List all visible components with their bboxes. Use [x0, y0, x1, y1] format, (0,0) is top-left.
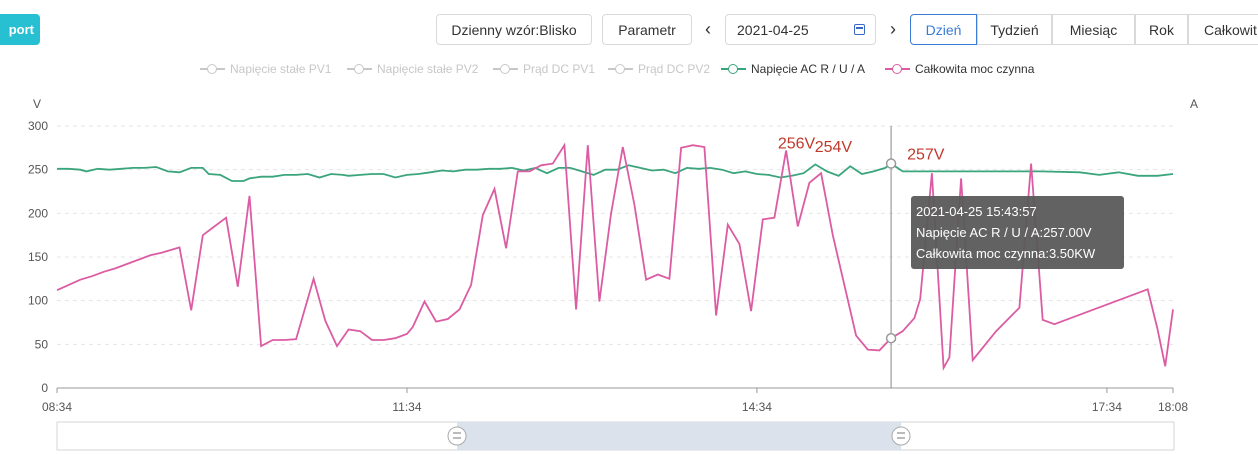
legend-label: Prąd DC PV1	[523, 62, 596, 76]
y-left-axis-label: V	[33, 97, 41, 111]
y-right-axis-label: A	[1190, 97, 1198, 111]
legend-item-pv1-voltage[interactable]: Napięcie stałe PV1	[200, 61, 331, 77]
x-tick-label: 11:34	[392, 400, 421, 414]
tab-month[interactable]: Miesiąc	[1052, 14, 1135, 45]
legend-item-pv2-voltage[interactable]: Napięcie stałe PV2	[347, 61, 478, 77]
legend-label: Napięcie stałe PV2	[377, 62, 479, 76]
hover-point	[885, 158, 897, 169]
legend-line-icon	[608, 62, 633, 76]
tab-total[interactable]: Całkowit	[1188, 14, 1258, 45]
tab-year[interactable]: Rok	[1135, 14, 1188, 45]
legend-label: Całkowita moc czynna	[915, 62, 1035, 76]
y-tick-label: 100	[28, 294, 48, 308]
legend-label: Prąd DC PV2	[638, 62, 711, 76]
tooltip-line1: Napięcie AC R / U / A:257.00V	[916, 225, 1092, 240]
legend-label: Napięcie stałe PV1	[230, 62, 332, 76]
legend-line-icon	[885, 62, 910, 76]
series-line-active-power[interactable]	[56, 142, 1174, 372]
y-tick-label: 300	[28, 119, 48, 133]
calendar-icon[interactable]	[854, 24, 865, 35]
zoom-slider-selection[interactable]	[457, 422, 901, 450]
hover-point	[885, 332, 897, 344]
tooltip: 2021-04-25 15:43:57 Napięcie AC R / U / …	[911, 196, 1124, 269]
tab-week[interactable]: Tydzień	[977, 14, 1052, 45]
data-label: 256V	[778, 135, 816, 152]
zoom-handle-left[interactable]	[447, 426, 467, 446]
date-value: 2021-04-25	[737, 21, 809, 38]
y-tick-label: 50	[35, 337, 49, 351]
legend-item-pv1-current[interactable]: Prąd DC PV1	[493, 61, 595, 77]
data-label: 254V	[815, 139, 853, 156]
x-tick-label: 14:34	[742, 400, 772, 414]
legend-line-icon	[721, 62, 746, 76]
tooltip-line2: Całkowita moc czynna:3.50KW	[916, 246, 1096, 261]
legend-line-icon	[347, 62, 372, 76]
x-tick-label: 18:08	[1158, 400, 1188, 414]
legend-line-icon	[200, 62, 225, 76]
data-label: 257V	[907, 147, 945, 164]
y-tick-label: 0	[41, 381, 48, 395]
legend-item-pv2-current[interactable]: Prąd DC PV2	[608, 61, 710, 77]
y-tick-label: 150	[28, 250, 48, 264]
zoom-handle-right[interactable]	[891, 426, 911, 446]
legend-label: Napięcie AC R / U / A	[751, 62, 866, 76]
x-tick-label: 17:34	[1092, 400, 1122, 414]
y-tick-label: 200	[28, 206, 48, 220]
chevron-left-icon[interactable]: ‹	[705, 19, 711, 39]
export-button[interactable]: port	[0, 14, 40, 45]
chevron-right-icon[interactable]: ›	[890, 19, 896, 39]
tab-day[interactable]: Dzień	[910, 14, 977, 45]
legend-item-active-power[interactable]: Całkowita moc czynna	[885, 61, 1034, 77]
tooltip-time: 2021-04-25 15:43:57	[916, 204, 1037, 219]
legend-line-icon	[493, 62, 518, 76]
legend-item-ac-voltage[interactable]: Napięcie AC R / U / A	[721, 61, 865, 77]
y-tick-label: 250	[28, 163, 48, 177]
series-line-ac-voltage[interactable]	[57, 162, 1174, 182]
date-picker-input[interactable]: 2021-04-25	[725, 14, 876, 45]
parameter-button[interactable]: Parametr	[602, 14, 692, 45]
daily-pattern-button[interactable]: Dzienny wzór:Blisko	[436, 14, 592, 45]
x-tick-label: 08:34	[42, 400, 72, 414]
